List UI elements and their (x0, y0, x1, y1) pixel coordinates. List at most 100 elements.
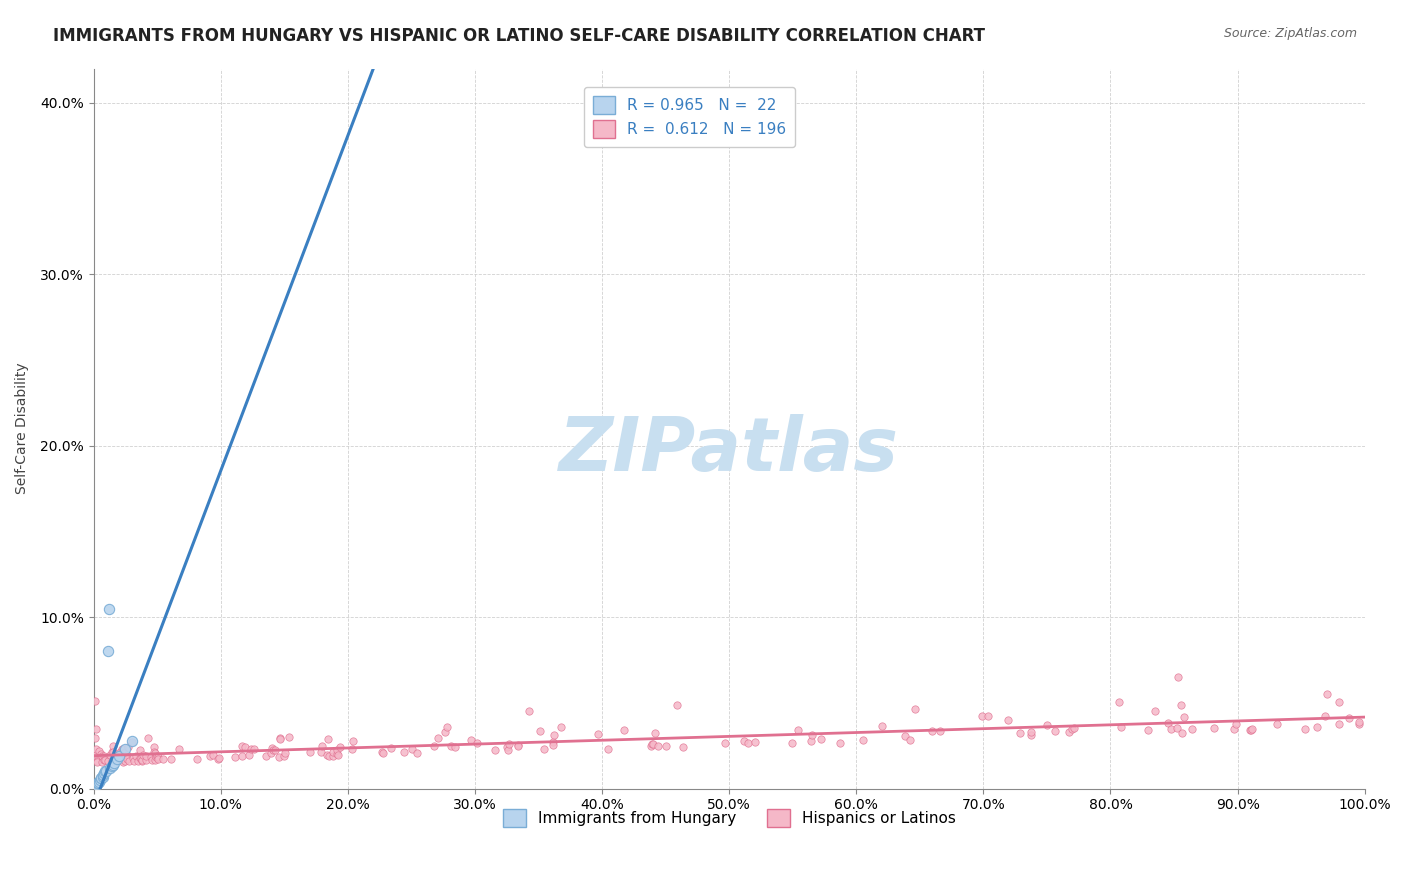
Point (101, 739, 124, 753)
Point (91, 749, 114, 764)
Point (262, 743, 284, 757)
Point (146, 750, 169, 764)
Point (260, 747, 283, 761)
Point (167, 742, 190, 756)
Point (1059, 725, 1081, 739)
Point (110, 753, 132, 767)
Point (201, 748, 224, 763)
Point (460, 732, 482, 747)
Point (405, 746, 427, 760)
Y-axis label: Self-Care Disability: Self-Care Disability (15, 363, 30, 494)
Point (142, 740, 165, 755)
Point (86, 776, 108, 790)
Point (904, 702, 927, 716)
Point (543, 728, 565, 742)
Point (342, 733, 364, 747)
Point (118, 754, 141, 768)
Point (427, 731, 450, 745)
Point (780, 736, 803, 750)
Point (98, 761, 121, 775)
Point (921, 724, 943, 739)
Point (1294, 722, 1316, 736)
Point (1348, 715, 1371, 730)
Point (186, 752, 208, 766)
Point (371, 745, 394, 759)
Text: ZIPatlas: ZIPatlas (560, 414, 900, 487)
Point (129, 750, 152, 764)
Point (103, 745, 125, 759)
Point (1173, 710, 1195, 724)
Point (787, 723, 810, 737)
Point (108, 745, 131, 759)
Point (84, 694, 107, 708)
Point (135, 753, 157, 767)
Point (1063, 721, 1085, 735)
Point (1170, 698, 1192, 712)
Point (121, 735, 143, 749)
Point (127, 754, 149, 768)
Point (380, 741, 402, 756)
Point (498, 738, 520, 752)
Point (233, 739, 256, 754)
Point (495, 739, 517, 754)
Point (110, 752, 132, 766)
Point (117, 739, 139, 754)
Point (1313, 708, 1336, 723)
Point (1137, 723, 1160, 737)
Point (541, 735, 564, 749)
Point (1157, 715, 1180, 730)
Point (100, 759, 122, 773)
Point (84, 778, 107, 792)
Point (800, 734, 823, 748)
Point (315, 747, 337, 762)
Point (91, 755, 114, 769)
Point (423, 739, 446, 753)
Point (97, 601, 120, 615)
Point (1240, 723, 1263, 737)
Point (1019, 728, 1042, 742)
Point (1171, 726, 1194, 740)
Point (1180, 723, 1202, 737)
Point (326, 747, 349, 761)
Point (1347, 716, 1369, 731)
Point (541, 738, 564, 752)
Point (1043, 723, 1066, 738)
Point (84, 742, 107, 756)
Point (299, 745, 322, 759)
Point (273, 749, 295, 764)
Point (112, 742, 135, 756)
Point (94, 764, 117, 779)
Point (83, 749, 105, 764)
Point (101, 745, 124, 759)
Point (107, 749, 129, 764)
Point (326, 743, 349, 757)
Point (316, 732, 339, 747)
Point (131, 748, 153, 763)
Point (744, 735, 766, 749)
Point (373, 747, 395, 761)
Point (498, 743, 520, 757)
Point (238, 747, 260, 762)
Point (898, 733, 921, 747)
Point (1240, 723, 1263, 737)
Point (1036, 718, 1059, 732)
Point (506, 739, 529, 753)
Point (613, 723, 636, 737)
Point (90, 771, 112, 785)
Point (83, 731, 105, 745)
Point (152, 752, 174, 766)
Point (112, 746, 135, 760)
Point (1239, 723, 1261, 737)
Point (309, 745, 332, 759)
Point (586, 727, 609, 741)
Point (143, 753, 166, 767)
Point (143, 746, 166, 760)
Point (101, 757, 124, 772)
Point (322, 745, 344, 759)
Point (550, 721, 572, 735)
Point (737, 736, 759, 750)
Point (340, 742, 363, 756)
Point (436, 721, 458, 735)
Point (647, 739, 669, 753)
Point (207, 752, 229, 766)
